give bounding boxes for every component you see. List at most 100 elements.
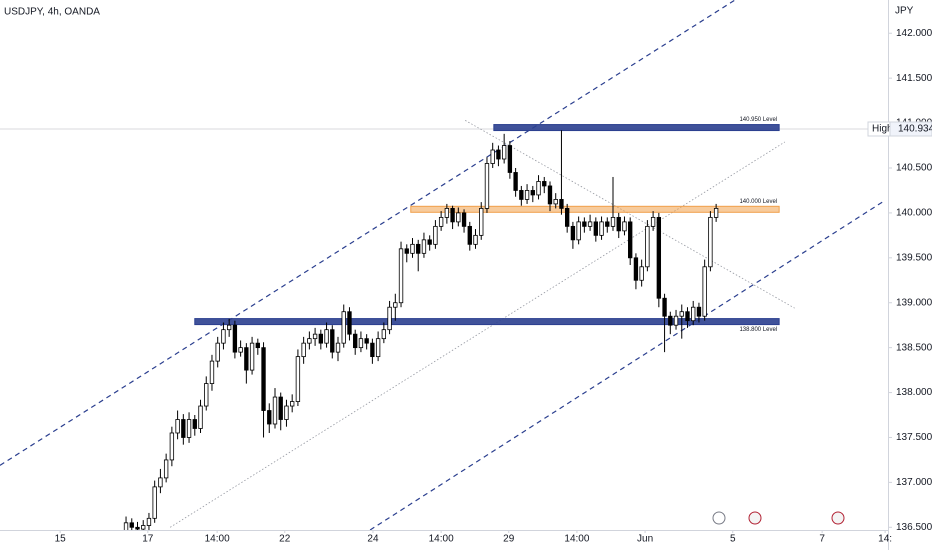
candle-body	[570, 225, 576, 241]
event-icon[interactable]	[712, 511, 726, 525]
candle-body	[387, 306, 392, 331]
candle-body	[542, 181, 547, 187]
candle-body	[381, 329, 387, 340]
candle-body	[152, 486, 157, 519]
candle-body	[393, 302, 398, 308]
candle-body	[398, 248, 404, 304]
candle-body	[192, 419, 197, 429]
candle-body	[616, 216, 621, 232]
candle-body	[691, 306, 696, 322]
candle-body	[146, 517, 152, 526]
event-icon[interactable]	[831, 511, 845, 525]
candle-body	[519, 190, 524, 200]
candle-body	[427, 239, 432, 245]
candle-body	[444, 208, 450, 218]
candle-body	[496, 149, 501, 160]
x-tick-label: 14:00	[429, 534, 454, 545]
candle-body	[593, 221, 598, 236]
candle-body	[553, 199, 558, 205]
candle-body	[587, 221, 593, 227]
candle-body	[524, 190, 530, 200]
candle-body	[564, 208, 570, 227]
candle-body	[324, 329, 329, 344]
level-band	[410, 205, 780, 213]
candle-body	[358, 338, 364, 349]
plot-area: 140.950 Level 140.000 Level 138.800 Level	[0, 0, 888, 530]
candle-body	[284, 405, 289, 420]
candle-body	[169, 432, 175, 461]
high-label: High	[872, 124, 893, 135]
candle-body	[209, 360, 215, 384]
candle-body	[507, 145, 513, 173]
candle-body	[404, 248, 409, 254]
candle-body	[679, 311, 684, 317]
candle-body	[473, 234, 478, 245]
x-tick-label: 22	[279, 534, 291, 545]
trendline	[0, 0, 736, 466]
candle-body	[295, 356, 301, 402]
candle-body	[696, 306, 702, 317]
candle-body	[312, 333, 318, 340]
candle-body	[244, 347, 249, 371]
candle-body	[410, 243, 415, 254]
candle-body	[186, 419, 192, 438]
candle-body	[490, 149, 495, 164]
x-tick-label: 7	[819, 534, 825, 545]
candle-body	[141, 525, 146, 530]
y-tick-label: 138.500	[896, 342, 932, 353]
candle-body	[673, 315, 679, 326]
candle-body	[622, 221, 627, 232]
candle-body	[576, 221, 581, 241]
x-tick-label: 14:00	[564, 534, 589, 545]
candle-body	[267, 410, 272, 425]
candle-body	[639, 266, 644, 281]
candle-body	[501, 145, 507, 160]
candle-body	[135, 526, 140, 530]
candle-body	[198, 405, 203, 429]
candle-body	[599, 221, 604, 236]
candle-body	[650, 216, 656, 227]
event-icon[interactable]	[748, 511, 762, 525]
y-tick-label: 141.500	[896, 73, 932, 84]
candle-body	[610, 216, 616, 227]
candle-body	[215, 342, 220, 362]
candle-body	[204, 383, 209, 407]
candle-body	[559, 199, 564, 209]
candle-body	[318, 333, 324, 344]
y-tick-label: 142.000	[896, 28, 932, 39]
candle-body	[278, 396, 283, 420]
candle-body	[341, 311, 346, 344]
x-tick-label: 29	[503, 534, 515, 545]
trendline	[464, 120, 795, 309]
y-tick-label: 140.500	[896, 163, 932, 174]
candle-body	[226, 324, 232, 331]
candle-body	[668, 315, 673, 326]
x-tick-label: Jun	[637, 534, 653, 545]
candle-body	[370, 342, 375, 358]
high-value: 140.934	[898, 124, 932, 135]
candle-body	[163, 459, 169, 479]
candle-body	[249, 342, 255, 371]
candle-body	[645, 225, 650, 268]
candle-body	[416, 243, 421, 254]
candle-body	[685, 311, 690, 322]
trendline	[369, 199, 886, 530]
y-tick-label: 139.500	[896, 252, 932, 263]
x-tick-label: 5	[730, 534, 736, 545]
candle-body	[307, 338, 312, 344]
x-tick-label: 15	[55, 534, 67, 545]
candle-body	[375, 338, 381, 358]
candle-body	[530, 190, 535, 196]
candle-body	[605, 221, 610, 227]
candle-body	[335, 342, 341, 353]
candle-body	[702, 266, 707, 317]
y-tick-label: 139.000	[896, 297, 932, 308]
level-label: 140.000 Level	[739, 199, 777, 205]
level-label: 138.800 Level	[739, 327, 777, 333]
x-tick-label: 14:00	[205, 534, 230, 545]
candle-body	[438, 216, 444, 227]
candle-body	[123, 522, 129, 530]
candle-body	[347, 311, 352, 335]
chart-title: USDJPY, 4h, OANDA	[4, 7, 100, 18]
